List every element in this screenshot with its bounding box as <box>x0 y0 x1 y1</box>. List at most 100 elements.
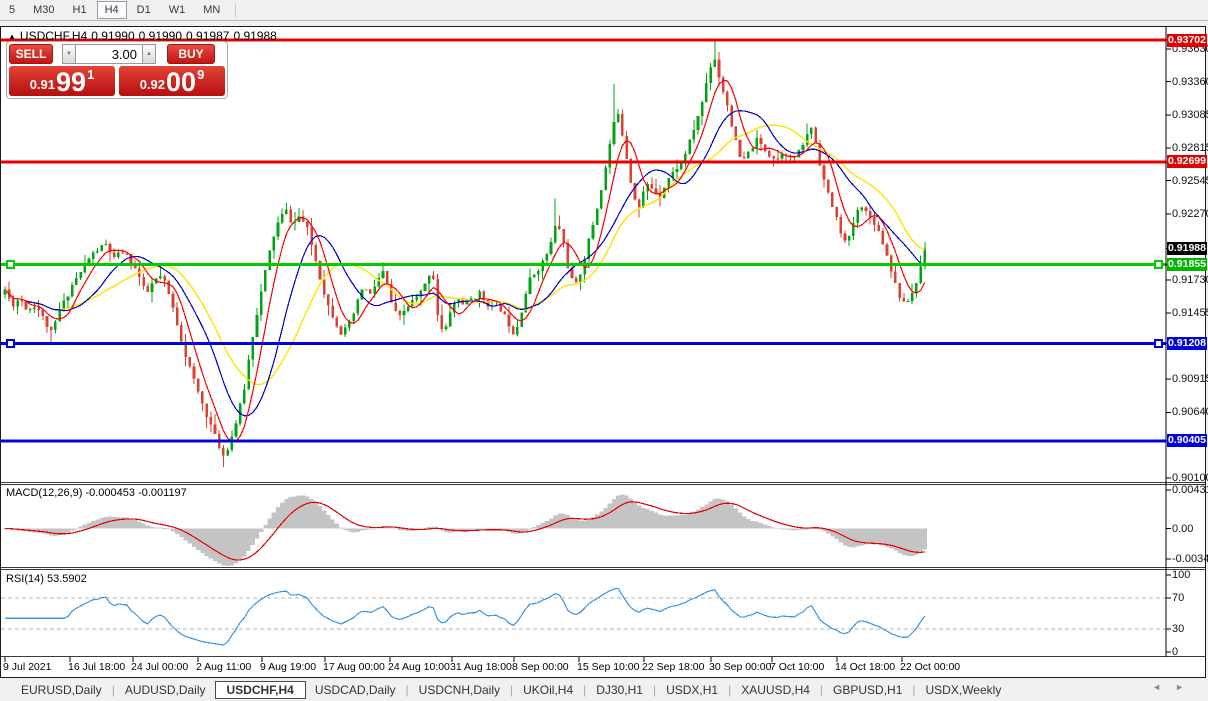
chart-tab-gbpusd[interactable]: GBPUSD,H1 <box>833 683 903 697</box>
rsi-layer <box>1 587 1166 646</box>
candles-layer <box>3 41 927 468</box>
timeframe-button-h4[interactable]: H4 <box>96 1 127 19</box>
date-tick-label: 15 Sep 10:00 <box>577 661 640 673</box>
tab-separator: | <box>111 683 115 697</box>
tab-separator: | <box>912 683 916 697</box>
price-badge: 0.91988 <box>1167 242 1207 255</box>
chart-tab-ukoil[interactable]: UKOil,H4 <box>523 683 574 697</box>
sell-price-display[interactable]: 0.91 99 1 <box>9 66 115 96</box>
price-tick: 0.92545 <box>1172 175 1208 187</box>
price-tick: 0.92270 <box>1172 208 1208 220</box>
tab-separator: | <box>405 683 409 697</box>
date-tick-label: 24 Aug 10:00 <box>388 661 450 673</box>
sell-button[interactable]: SELL <box>9 44 53 64</box>
macd-tick: 0.00 <box>1172 523 1194 535</box>
tabs-scroll-right-icon[interactable]: ► <box>1175 682 1198 692</box>
chart-symbol-label: USDCHF,H4 <box>19 29 88 43</box>
rsi-indicator-label: RSI(14) 53.5902 <box>6 573 87 585</box>
quote-low: 0.91987 <box>186 29 230 43</box>
date-tick-label: 22 Oct 00:00 <box>900 661 961 673</box>
volume-decrease-button[interactable]: ▼ <box>62 44 76 64</box>
axis-border-and-ticks <box>4 27 1171 662</box>
buy-price-big: 00 <box>166 67 197 97</box>
date-tick-label: 9 Jul 2021 <box>3 661 52 673</box>
sell-price-prefix: 0.91 <box>29 77 56 92</box>
chart-tab-eurusd[interactable]: EURUSD,Daily <box>21 683 102 697</box>
timeframe-button-mn[interactable]: MN <box>203 4 221 16</box>
chart-tab-bar: EURUSD,Daily | AUDUSD,Daily USDCHF,H4 USDCAD… <box>0 679 1208 701</box>
chart-window[interactable] <box>0 26 1206 678</box>
buy-price-display[interactable]: 0.92 00 9 <box>119 66 225 96</box>
buy-price-sup: 9 <box>197 67 205 82</box>
volume-input[interactable] <box>76 44 142 64</box>
line-handle[interactable] <box>1154 338 1163 348</box>
rsi-tick: 30 <box>1172 623 1185 635</box>
macd-indicator-label: MACD(12,26,9) -0.000453 -0.001197 <box>6 487 187 499</box>
one-click-trading-panel: SELL ▼ ▲ BUY 0.91 99 1 0.92 00 9 <box>6 41 228 99</box>
line-handle[interactable] <box>6 260 15 270</box>
collapse-panel-icon[interactable]: ▲ <box>8 32 16 41</box>
timeframe-button-d1[interactable]: D1 <box>136 4 151 16</box>
price-tick: 0.90915 <box>1172 373 1208 385</box>
price-badge: 0.92699 <box>1167 155 1207 168</box>
chart-tab-audusd[interactable]: AUDUSD,Daily <box>124 683 206 697</box>
price-tick: 0.91730 <box>1172 274 1208 286</box>
date-tick-label: 16 Jul 18:00 <box>68 661 126 673</box>
price-badge: 0.93702 <box>1167 34 1207 47</box>
price-tick: 0.90100 <box>1172 472 1208 484</box>
moving-averages-layer <box>4 79 926 443</box>
horizontal-level-lines[interactable] <box>1 38 1166 443</box>
rsi-tick: 0 <box>1172 646 1179 658</box>
sell-price-big: 99 <box>56 67 87 97</box>
chart-svg[interactable] <box>1 27 1205 677</box>
date-tick-label: 14 Oct 18:00 <box>835 661 896 673</box>
chart-tab-xauusd[interactable]: XAUUSD,H4 <box>741 683 810 697</box>
panel-separators[interactable] <box>1 482 1205 658</box>
chart-tab-usdchf[interactable]: USDCHF,H4 <box>214 681 306 699</box>
line-handle[interactable] <box>1154 260 1163 270</box>
date-tick-label: 24 Jul 00:00 <box>131 661 189 673</box>
macd-tick: 0.00431 <box>1172 484 1208 496</box>
tab-separator: | <box>583 683 587 697</box>
buy-button[interactable]: BUY <box>167 44 215 64</box>
rsi-tick: 70 <box>1172 592 1185 604</box>
timeframe-button-w1[interactable]: W1 <box>168 4 186 16</box>
price-tick: 0.90640 <box>1172 406 1208 418</box>
chart-tab-usdcnh[interactable]: USDCNH,Daily <box>418 683 500 697</box>
price-badge: 0.90405 <box>1167 434 1207 447</box>
date-tick-label: 22 Sep 18:00 <box>642 661 705 673</box>
price-badge: 0.91208 <box>1167 337 1207 350</box>
timeframe-button-5[interactable]: 5 <box>9 4 16 16</box>
date-tick-label: 8 Sep 00:00 <box>512 661 569 673</box>
date-tick-label: 30 Sep 00:00 <box>709 661 772 673</box>
tab-separator: | <box>510 683 514 697</box>
timeframe-toolbar: 5 M30 H1 H4 D1 W1 MN <box>0 0 1208 21</box>
price-tick: 0.93360 <box>1172 76 1208 88</box>
timeframe-button-m30[interactable]: M30 <box>33 4 55 16</box>
price-chart-canvas[interactable] <box>1 27 1205 682</box>
tab-separator: | <box>652 683 657 697</box>
chart-tab-dj30[interactable]: DJ30,H1 <box>596 683 643 697</box>
date-tick-label: 9 Aug 19:00 <box>260 661 317 673</box>
chart-tab-usdcad[interactable]: USDCAD,Daily <box>314 683 396 697</box>
buy-price-prefix: 0.92 <box>139 77 166 92</box>
date-tick-label: 17 Aug 00:00 <box>323 661 385 673</box>
price-badge: 0.91855 <box>1167 258 1207 271</box>
volume-increase-button[interactable]: ▲ <box>142 44 156 64</box>
date-tick-label: 2 Aug 11:00 <box>196 661 252 673</box>
price-tick: 0.91455 <box>1172 307 1208 319</box>
chart-tab-usdx[interactable]: USDX,H1 <box>666 683 719 697</box>
date-tick-label: 7 Oct 10:00 <box>770 661 825 673</box>
line-handle[interactable] <box>6 338 15 348</box>
toolbar-separator <box>235 3 237 17</box>
chart-tab-usdx[interactable]: USDX,Weekly <box>925 683 1002 697</box>
quote-high: 0.91990 <box>138 29 183 43</box>
rsi-tick: 100 <box>1172 569 1191 581</box>
quote-close: 0.91988 <box>233 29 277 43</box>
tabs-scroll-left-icon[interactable]: ◄ <box>1152 682 1176 692</box>
date-tick-label: 31 Aug 18:00 <box>450 661 512 673</box>
macd-tick: -0.003405 <box>1172 553 1208 565</box>
timeframe-button-h1[interactable]: H1 <box>72 4 87 16</box>
sell-price-sup: 1 <box>87 67 95 82</box>
